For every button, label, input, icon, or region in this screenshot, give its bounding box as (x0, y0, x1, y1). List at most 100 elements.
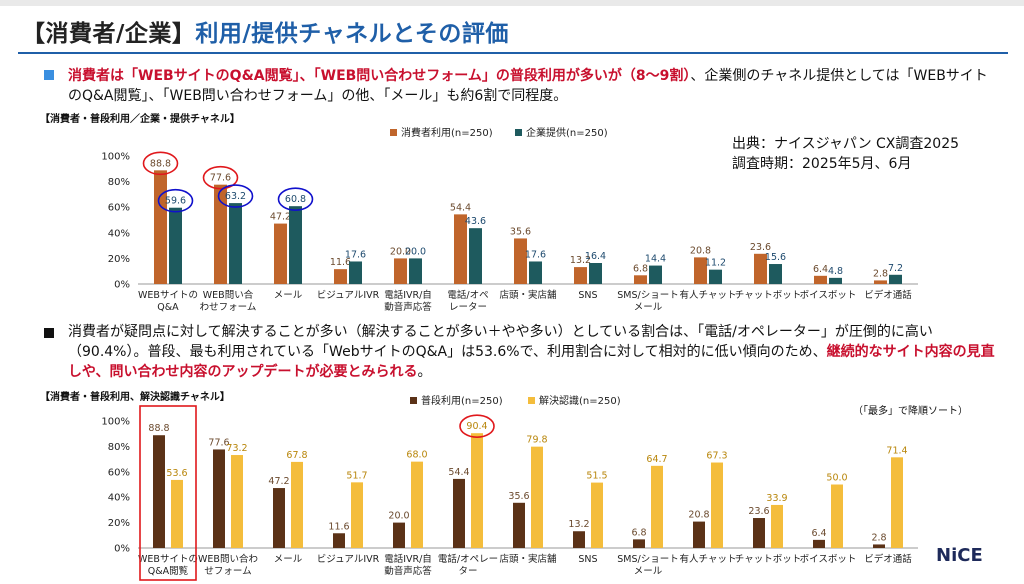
highlight-circle (217, 184, 254, 208)
chart-title: 【消費者・普段利用、解決認識チャネル】 (40, 390, 230, 403)
y-tick-label: 80% (108, 442, 130, 453)
category-label: WEB問い合 (203, 289, 254, 301)
bar (514, 238, 527, 284)
category-label: レーター (449, 302, 487, 313)
bar (513, 502, 525, 548)
legend-swatch (390, 129, 397, 136)
bar (769, 264, 782, 284)
data-label: 50.0 (826, 473, 847, 484)
bar (393, 522, 405, 548)
data-label: 51.7 (346, 470, 367, 481)
data-label: 6.8 (633, 263, 648, 274)
category-label: わせフォーム (200, 302, 257, 313)
category-label: SNS (578, 554, 597, 565)
bar (711, 462, 723, 548)
data-label: 17.6 (525, 249, 546, 260)
data-label: 79.8 (526, 435, 547, 446)
data-label: 51.5 (586, 471, 607, 482)
category-label: SNS (578, 290, 597, 301)
bullet2-highlight: 継続的なサイト内容の見直しや、問い合わせ内容のアップデートが必要とみられる (68, 344, 995, 380)
bullet-point-2: 消費者が疑問点に対して解決することが多い（解決することが多い＋やや多い）としてい… (40, 322, 1000, 382)
top-bar (0, 0, 1024, 6)
data-label: 16.4 (585, 251, 606, 262)
data-label: 90.4 (466, 421, 487, 432)
bullet1-highlight: 消費者は「WEBサイトのQ&A閲覧」、「WEB問い合わせフォーム」の普段利用が多… (68, 68, 691, 84)
highlight-box (139, 405, 197, 581)
legend-label: 普段利用(n=250) (421, 394, 503, 407)
legend-label: 解決認識(n=250) (539, 394, 621, 407)
bar (634, 275, 647, 284)
highlight-circle (459, 414, 495, 438)
bar (334, 269, 347, 284)
bar (394, 258, 407, 284)
data-label: 35.6 (510, 226, 531, 237)
category-label: ビデオ通話 (864, 289, 912, 301)
bar (813, 539, 825, 548)
category-label: 有人チャット (680, 289, 737, 301)
y-tick-label: 100% (101, 417, 130, 428)
title-prefix: 【消費者/企業】 (22, 21, 196, 47)
bar (214, 184, 227, 284)
bar (213, 449, 225, 548)
bar (649, 265, 662, 284)
data-label: 67.8 (286, 450, 307, 461)
data-label: 6.4 (813, 264, 828, 275)
y-tick-label: 20% (108, 254, 130, 265)
category-label: 有人チャット (680, 553, 737, 565)
category-label: ビデオ通話 (864, 553, 912, 565)
source-line-2: 調査時期：2025年5月、6月 (732, 156, 912, 172)
category-label: Q&A閲覧 (148, 565, 189, 577)
data-label: 54.4 (450, 202, 471, 213)
category-label: メール (274, 290, 303, 301)
chart-top: 【消費者・普段利用／企業・提供チャネル】 0% 20% 40% 60% 80% 100% 消費… (40, 112, 918, 313)
bar (469, 228, 482, 284)
data-label: 6.4 (811, 528, 826, 539)
category-label: ボイスボット (800, 290, 857, 301)
data-label: 71.4 (886, 445, 907, 456)
category-label: メール (634, 302, 663, 313)
bar (333, 533, 345, 548)
bar (169, 207, 182, 284)
category-label: Q&A (157, 302, 179, 313)
data-label: 60.8 (285, 194, 306, 205)
highlight-circle (142, 151, 179, 176)
data-label: 11.6 (330, 257, 351, 268)
bar (889, 274, 902, 284)
bar (453, 478, 465, 548)
bar (409, 258, 422, 284)
data-label: 54.4 (448, 467, 469, 478)
category-label: 動音声応答 (384, 301, 432, 313)
source-note: 出典：ナイスジャパン CX調査2025 調査時期：2025年5月、6月 (732, 134, 959, 174)
data-label: 20.8 (690, 245, 711, 256)
data-label: 47.2 (270, 212, 291, 223)
chart-note: （「最多」で降順ソート） (853, 404, 968, 417)
legend-swatch (515, 129, 522, 136)
data-label: 64.7 (646, 454, 667, 465)
y-tick-label: 0% (114, 280, 130, 291)
data-label: 17.6 (345, 249, 366, 260)
data-label: 23.6 (750, 242, 771, 253)
y-tick-label: 40% (108, 228, 130, 239)
data-label: 33.9 (766, 493, 787, 504)
category-label: 動音声応答 (384, 565, 432, 577)
category-label: 電話/オペレー (438, 553, 498, 565)
data-label: 47.2 (268, 476, 289, 487)
data-label: 63.2 (225, 191, 246, 202)
bar (651, 465, 663, 548)
category-label: メール (274, 554, 303, 565)
category-label: SMS/ショート (617, 554, 678, 565)
title-underline (18, 52, 1008, 54)
data-label: 11.6 (328, 521, 349, 532)
legend-swatch (410, 397, 417, 404)
chart-title: 【消費者・普段利用／企業・提供チャネル】 (40, 112, 240, 125)
category-label: ビジュアルIVR (317, 554, 380, 565)
bullet1-text: 、企業側のチャネル提供としては「WEBサイトのQ&A閲覧」、「WEB問い合わせフ… (68, 68, 988, 104)
bar (694, 257, 707, 284)
data-label: 88.8 (150, 158, 171, 169)
source-line-1: 出典：ナイスジャパン CX調査2025 (732, 136, 960, 152)
data-label: 73.2 (226, 443, 247, 454)
page-title: 【消費者/企業】利用/提供チャネルとその評価 (22, 14, 509, 48)
category-label: SMS/ショート (617, 290, 678, 301)
legend-label: 消費者利用(n=250) (401, 126, 493, 139)
y-tick-label: 80% (108, 177, 130, 188)
